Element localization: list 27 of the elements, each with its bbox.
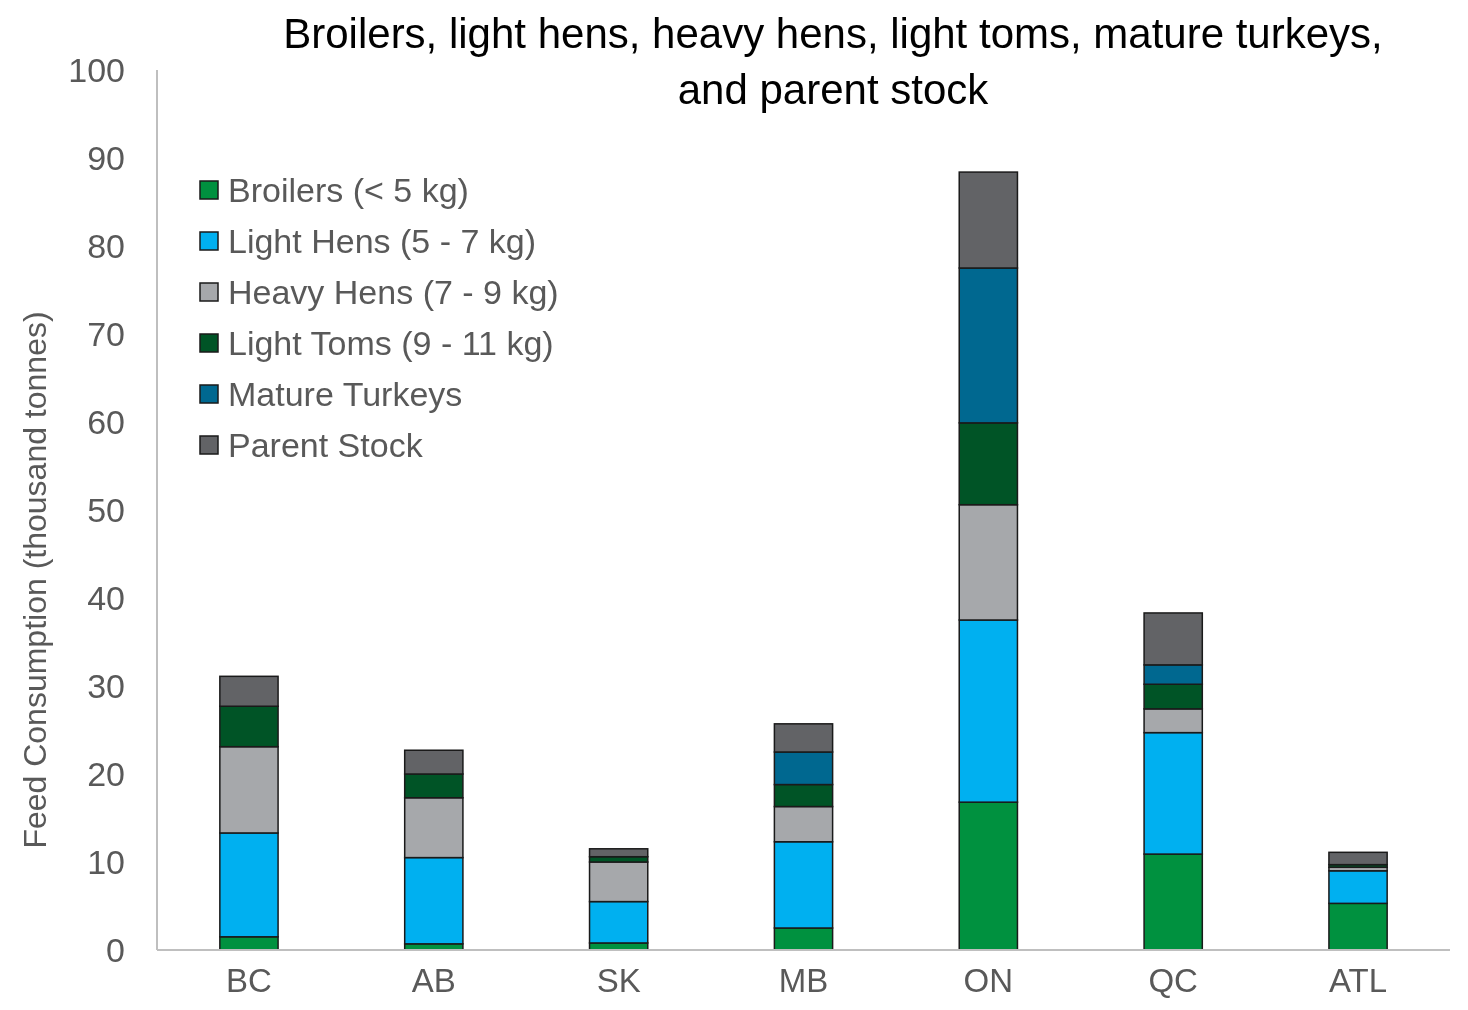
x-tick-label: BC: [226, 962, 272, 999]
y-tick-label: 0: [106, 930, 125, 969]
y-tick-label: 100: [68, 50, 125, 89]
y-tick-label: 10: [87, 842, 125, 881]
chart-title: Broilers, light hens, heavy hens, light toms, mature turkeys, and parent stock: [283, 10, 1383, 113]
bar: [1328, 851, 1388, 866]
x-tick-label: ATL: [1329, 962, 1388, 999]
y-tick-label: 60: [87, 402, 125, 441]
y-axis-title: Feed Consumption (thousand tonnes): [17, 311, 53, 849]
y-tick-label: 30: [87, 666, 125, 705]
y-tick-label: 70: [87, 314, 125, 353]
legend-label: Heavy Hens (7 - 9 kg): [228, 272, 559, 311]
x-tick-label: ON: [963, 962, 1014, 999]
legend-label: Broilers (< 5 kg): [228, 170, 469, 209]
y-tick-label: 50: [87, 490, 125, 529]
x-tick-label: AB: [411, 962, 456, 999]
x-tick-label: SK: [596, 962, 641, 999]
legend-label: Mature Turkeys: [228, 374, 463, 413]
y-tick-label: 80: [87, 226, 125, 265]
x-tick-label: MB: [778, 962, 829, 999]
y-tick-label: 20: [87, 754, 125, 793]
legend-label: Light Toms (9 - 11 kg): [228, 323, 554, 362]
legend-label: Light Hens (5 - 7 kg): [228, 221, 537, 260]
x-tick-label: QC: [1148, 962, 1198, 999]
y-tick-label: 90: [87, 138, 125, 177]
y-tick-label: 40: [87, 578, 125, 617]
legend-label: Parent Stock: [228, 425, 424, 464]
